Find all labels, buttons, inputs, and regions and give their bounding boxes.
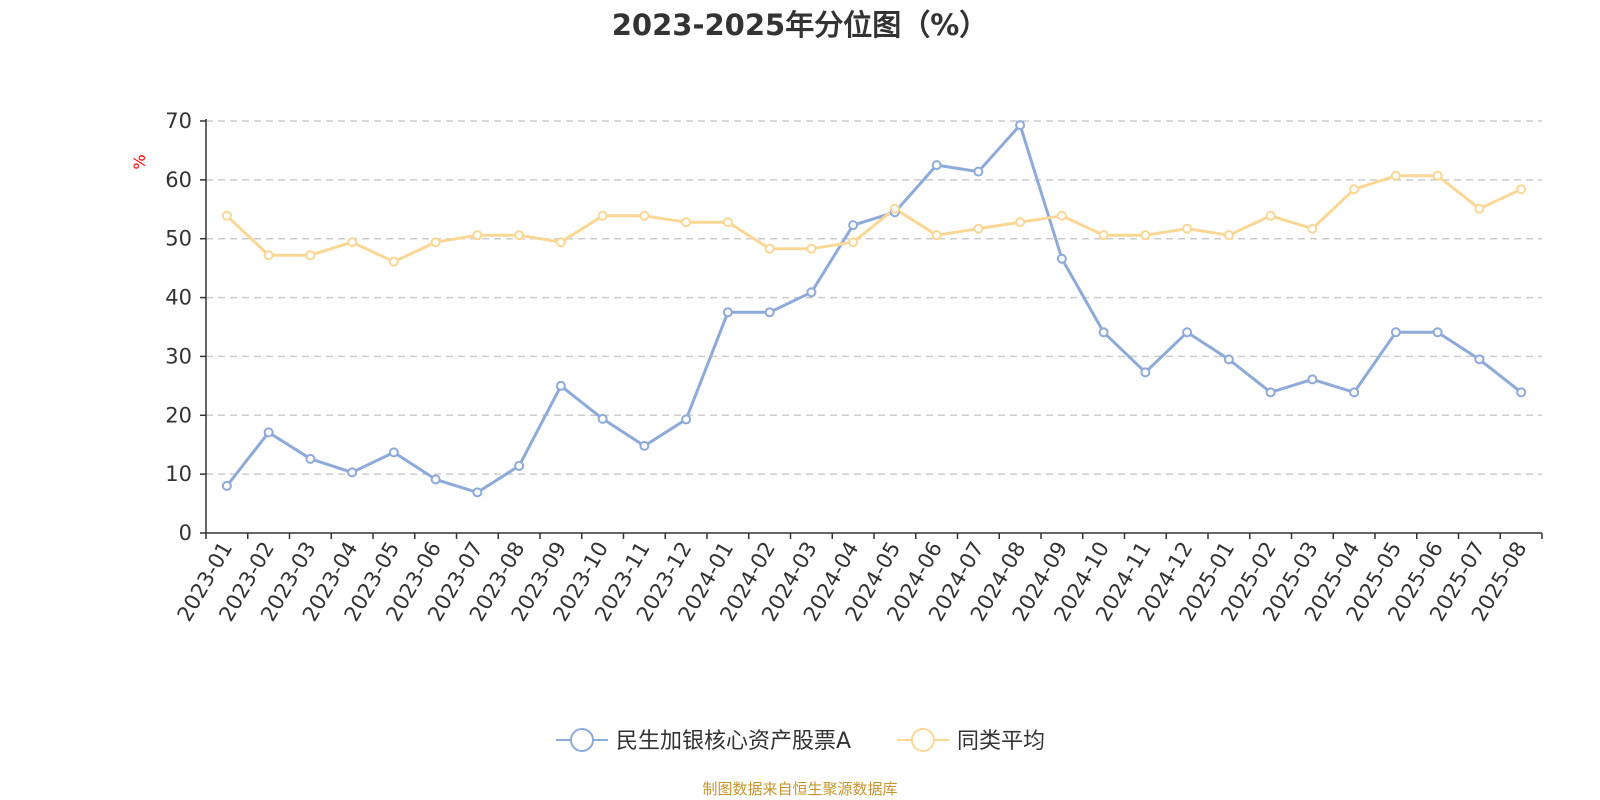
data-point (1223, 230, 1234, 241)
data-point (722, 307, 733, 318)
y-axis-label: % (130, 154, 149, 169)
y-tick-label: 40 (165, 286, 192, 310)
data-point (388, 447, 399, 458)
source-footer: 制图数据来自恒生聚源数据库 (702, 780, 898, 798)
y-tick-label: 0 (179, 521, 192, 545)
data-point (472, 230, 483, 241)
chart-title: 2023-2025年分位图（%） (611, 8, 989, 42)
data-point (973, 223, 984, 234)
data-point (1223, 354, 1234, 365)
legend-swatch-marker (911, 728, 935, 752)
data-point (931, 160, 942, 171)
y-tick-label: 10 (165, 462, 192, 486)
data-point (305, 453, 316, 464)
y-tick-label: 60 (165, 168, 192, 192)
data-point (1390, 170, 1401, 181)
data-point (1056, 253, 1067, 264)
data-point (1056, 210, 1067, 221)
data-point (514, 230, 525, 241)
data-point (1474, 354, 1485, 365)
data-point (764, 243, 775, 254)
data-point (597, 413, 608, 424)
axes (200, 119, 1543, 539)
data-point (722, 217, 733, 228)
data-point (597, 210, 608, 221)
legend-label: 同类平均 (957, 729, 1045, 754)
data-point (1098, 230, 1109, 241)
data-point (1307, 223, 1318, 234)
data-point (1182, 223, 1193, 234)
data-point (1140, 230, 1151, 241)
data-point (848, 237, 859, 248)
data-point (848, 220, 859, 231)
legend: 民生加银核心资产股票A 同类平均 (556, 728, 1045, 754)
series-points (221, 120, 1527, 498)
data-point (639, 210, 650, 221)
data-point (221, 210, 232, 221)
data-point (1390, 327, 1401, 338)
data-point (388, 256, 399, 267)
data-point (1349, 387, 1360, 398)
y-tick-labels: 0 10 20 30 40 50 60 70 (165, 109, 192, 545)
series-lines (225, 123, 1523, 494)
y-tick-label: 50 (165, 227, 192, 251)
data-point (806, 243, 817, 254)
data-point (1432, 170, 1443, 181)
data-point (430, 237, 441, 248)
data-point (764, 307, 775, 318)
data-point (305, 250, 316, 261)
gridlines (206, 120, 1542, 475)
data-point (1307, 374, 1318, 385)
data-point (555, 380, 566, 391)
legend-label: 民生加银核心资产股票A (616, 729, 851, 754)
data-point (347, 467, 358, 478)
data-point (931, 230, 942, 241)
data-point (1474, 203, 1485, 214)
data-point (347, 237, 358, 248)
data-point (639, 440, 650, 451)
data-point (973, 166, 984, 177)
y-tick-label: 20 (165, 403, 192, 427)
data-point (472, 487, 483, 498)
data-point (681, 414, 692, 425)
data-point (1140, 367, 1151, 378)
data-point (1015, 217, 1026, 228)
series-line-1 (225, 123, 1523, 494)
data-point (514, 460, 525, 471)
y-tick-label: 70 (165, 109, 192, 133)
data-point (430, 474, 441, 485)
data-point (555, 237, 566, 248)
data-point (1098, 327, 1109, 338)
data-point (806, 287, 817, 298)
data-point (1516, 387, 1527, 398)
data-point (1015, 120, 1026, 131)
data-point (1265, 210, 1276, 221)
data-point (263, 250, 274, 261)
data-point (889, 203, 900, 214)
legend-swatch-marker (570, 728, 594, 752)
data-point (221, 480, 232, 491)
data-point (1265, 387, 1276, 398)
data-point (1432, 327, 1443, 338)
data-point (263, 427, 274, 438)
data-point (1349, 184, 1360, 195)
data-point (681, 217, 692, 228)
data-point (1182, 327, 1193, 338)
data-point (1516, 184, 1527, 195)
y-tick-label: 30 (165, 344, 192, 368)
x-tick-labels: 2023-012023-022023-032023-042023-052023-… (173, 538, 1532, 626)
series-line-2 (225, 174, 1522, 264)
